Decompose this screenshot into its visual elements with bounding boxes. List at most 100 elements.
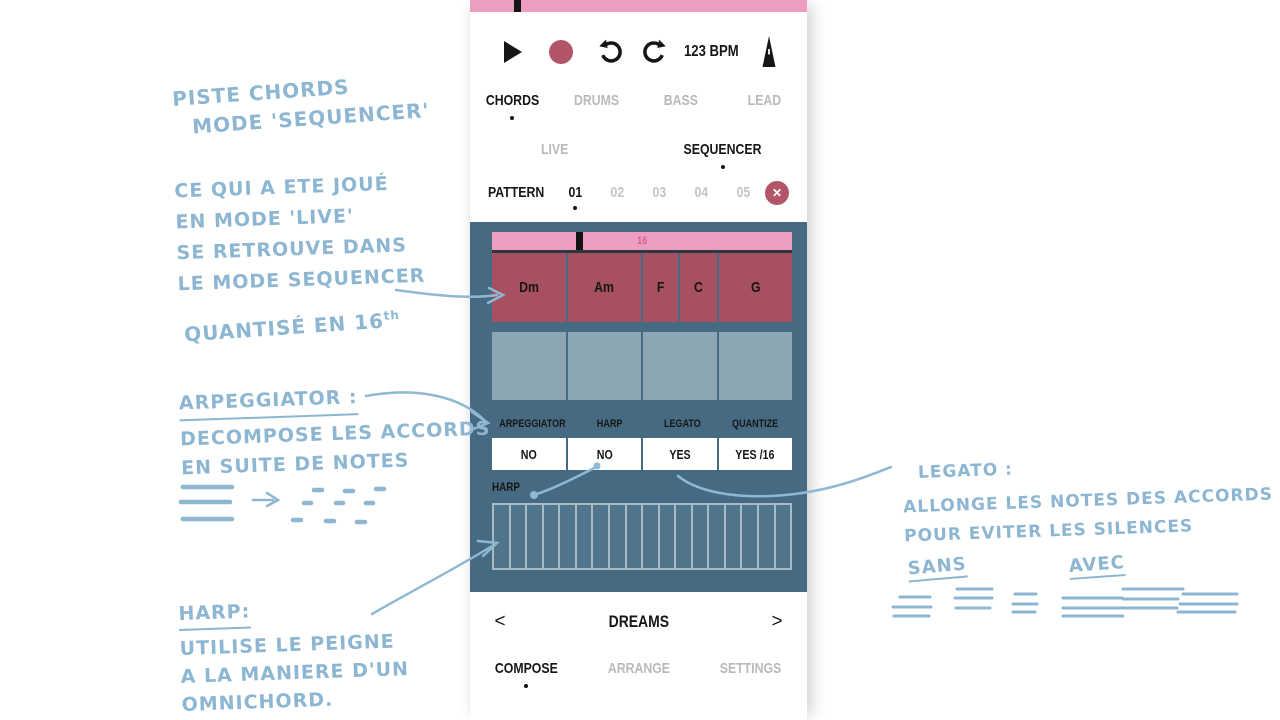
avec-legato-sketch [1061,587,1239,618]
pattern-slot-03[interactable]: 03 [638,184,680,201]
chord-block-dm[interactable]: Dm [492,253,566,322]
harp-string[interactable] [740,505,757,568]
bottom-tab-arrange[interactable]: ARRANGE [582,657,694,679]
note-avec-label: AVEC [1068,552,1126,584]
pattern-slot-label: 03 [652,184,666,201]
harp-string[interactable] [574,505,592,568]
harp-string[interactable] [558,505,575,568]
undo-button[interactable] [597,38,624,65]
chord-label: G [750,279,761,296]
next-song-button[interactable]: > [747,611,807,633]
pattern-slot-02[interactable]: 02 [596,184,638,201]
harp-string[interactable] [525,505,542,568]
redo-icon [643,39,666,63]
harp-string[interactable] [508,505,526,568]
note-harp: HARP: UTILISE LE PEIGNE A LA MANIERE D'UN… [177,592,410,719]
harp-string[interactable] [541,505,559,568]
close-icon: ✕ [771,186,783,200]
song-title: DREAMS [608,612,669,631]
control-toggle-arpeggiator[interactable]: NO [492,438,566,470]
control-label-legato: LEGATO [646,418,719,430]
app-panel: 123 BPM CHORDS DRUMS BASS LEAD LIVE SEQUENCE… [470,0,807,720]
play-button[interactable] [503,40,523,64]
tab-chords[interactable]: CHORDS [470,89,554,120]
harp-string[interactable] [690,505,708,568]
note-quantized-16th: QUANTISÉ EN 16th [183,307,401,347]
harp-string[interactable] [723,505,741,568]
pattern-slot-04[interactable]: 04 [680,184,722,201]
play-icon [504,41,522,63]
active-dot [573,206,577,210]
pattern-slot-01[interactable]: 01 [554,184,596,210]
tab-label: DRUMS [573,91,619,109]
empty-cell[interactable] [492,332,566,400]
tab-label: COMPOSE [494,659,558,677]
harp-string[interactable] [707,505,724,568]
tab-bass[interactable]: BASS [639,89,723,111]
top-playhead-marker [514,0,521,12]
control-toggle-legato[interactable]: YES [641,438,717,470]
empty-cell[interactable] [716,332,792,400]
empty-cell[interactable] [565,332,641,400]
chord-block-g[interactable]: G [717,253,792,322]
harp-string[interactable] [674,505,691,568]
chord-block-am[interactable]: Am [566,253,641,322]
mode-tabs: LIVE SEQUENCER [470,138,808,169]
harp-strip-label: HARP [492,480,520,494]
empty-cell[interactable] [641,332,717,400]
control-label-text: HARP [596,418,623,430]
record-button[interactable] [549,40,573,64]
bottom-tab-compose[interactable]: COMPOSE [470,657,582,688]
pattern-slot-label: 05 [736,184,750,201]
pattern-slot-05[interactable]: 05 [722,184,764,201]
bpm-display[interactable]: 123 BPM [675,43,747,61]
bottom-tab-settings[interactable]: SETTINGS [695,657,807,679]
redo-button[interactable] [641,38,668,65]
harp-string[interactable] [607,505,625,568]
harp-strip[interactable] [492,503,792,570]
control-value-text: YES /16 [735,446,775,462]
tab-label: ARRANGE [607,659,670,677]
harp-string[interactable] [757,505,774,568]
tab-drums[interactable]: DRUMS [554,89,638,111]
control-value-text: NO [520,446,537,462]
control-toggle-quantize[interactable]: YES /16 [716,438,792,470]
delete-pattern-button[interactable]: ✕ [765,181,789,205]
harp-string[interactable] [641,505,658,568]
prev-song-button[interactable]: < [470,611,530,633]
empty-lane [492,332,792,400]
chord-to-notes-sketch [178,484,387,525]
tab-label: CHORDS [485,91,539,109]
tab-label: LEAD [748,91,782,109]
note-live-to-sequencer: CE QUI A ETE JOUÉ EN MODE 'LIVE' SE RETROU… [174,168,426,301]
chord-label: Dm [519,279,539,296]
harp-string[interactable] [494,505,509,568]
harp-string[interactable] [591,505,608,568]
pattern-row: PATTERN 01 02 03 04 05 [488,184,768,210]
note-arpeggiator-title: ARPEGGIATOR : [178,383,359,422]
chord-lane: Dm Am F C G [492,253,792,322]
note-harp-title: HARP: [177,597,251,632]
mode-tab-live[interactable]: LIVE [470,138,639,160]
note-legato-title: LEGATO : [917,459,1014,483]
tab-label: BASS [663,91,698,109]
note-arpeggiator: ARPEGGIATOR : DECOMPOSE LES ACCORDS EN SU… [178,379,491,484]
sans-legato-sketch [891,587,1039,618]
pattern-slots: 01 02 03 04 05 [554,184,764,210]
harp-string[interactable] [773,505,791,568]
tab-lead[interactable]: LEAD [723,89,807,111]
control-labels: ARPEGGIATOR HARP LEGATO QUANTIZE [492,418,792,430]
timeline-length-label: 16 [636,235,648,247]
harp-string[interactable] [657,505,675,568]
chord-block-c[interactable]: C [678,253,717,322]
chord-block-f[interactable]: F [641,253,678,322]
pattern-label: PATTERN [488,184,545,201]
harp-string[interactable] [624,505,642,568]
sequencer-timeline[interactable]: 16 [492,232,792,250]
metronome-button[interactable] [761,36,777,68]
mode-tab-sequencer[interactable]: SEQUENCER [639,138,808,169]
control-label-harp: HARP [573,418,646,430]
note-piste-chords: PISTE CHORDS MODE 'SEQUENCER' [171,67,430,143]
chord-label: F [656,279,665,296]
control-toggle-harp[interactable]: NO [565,438,641,470]
